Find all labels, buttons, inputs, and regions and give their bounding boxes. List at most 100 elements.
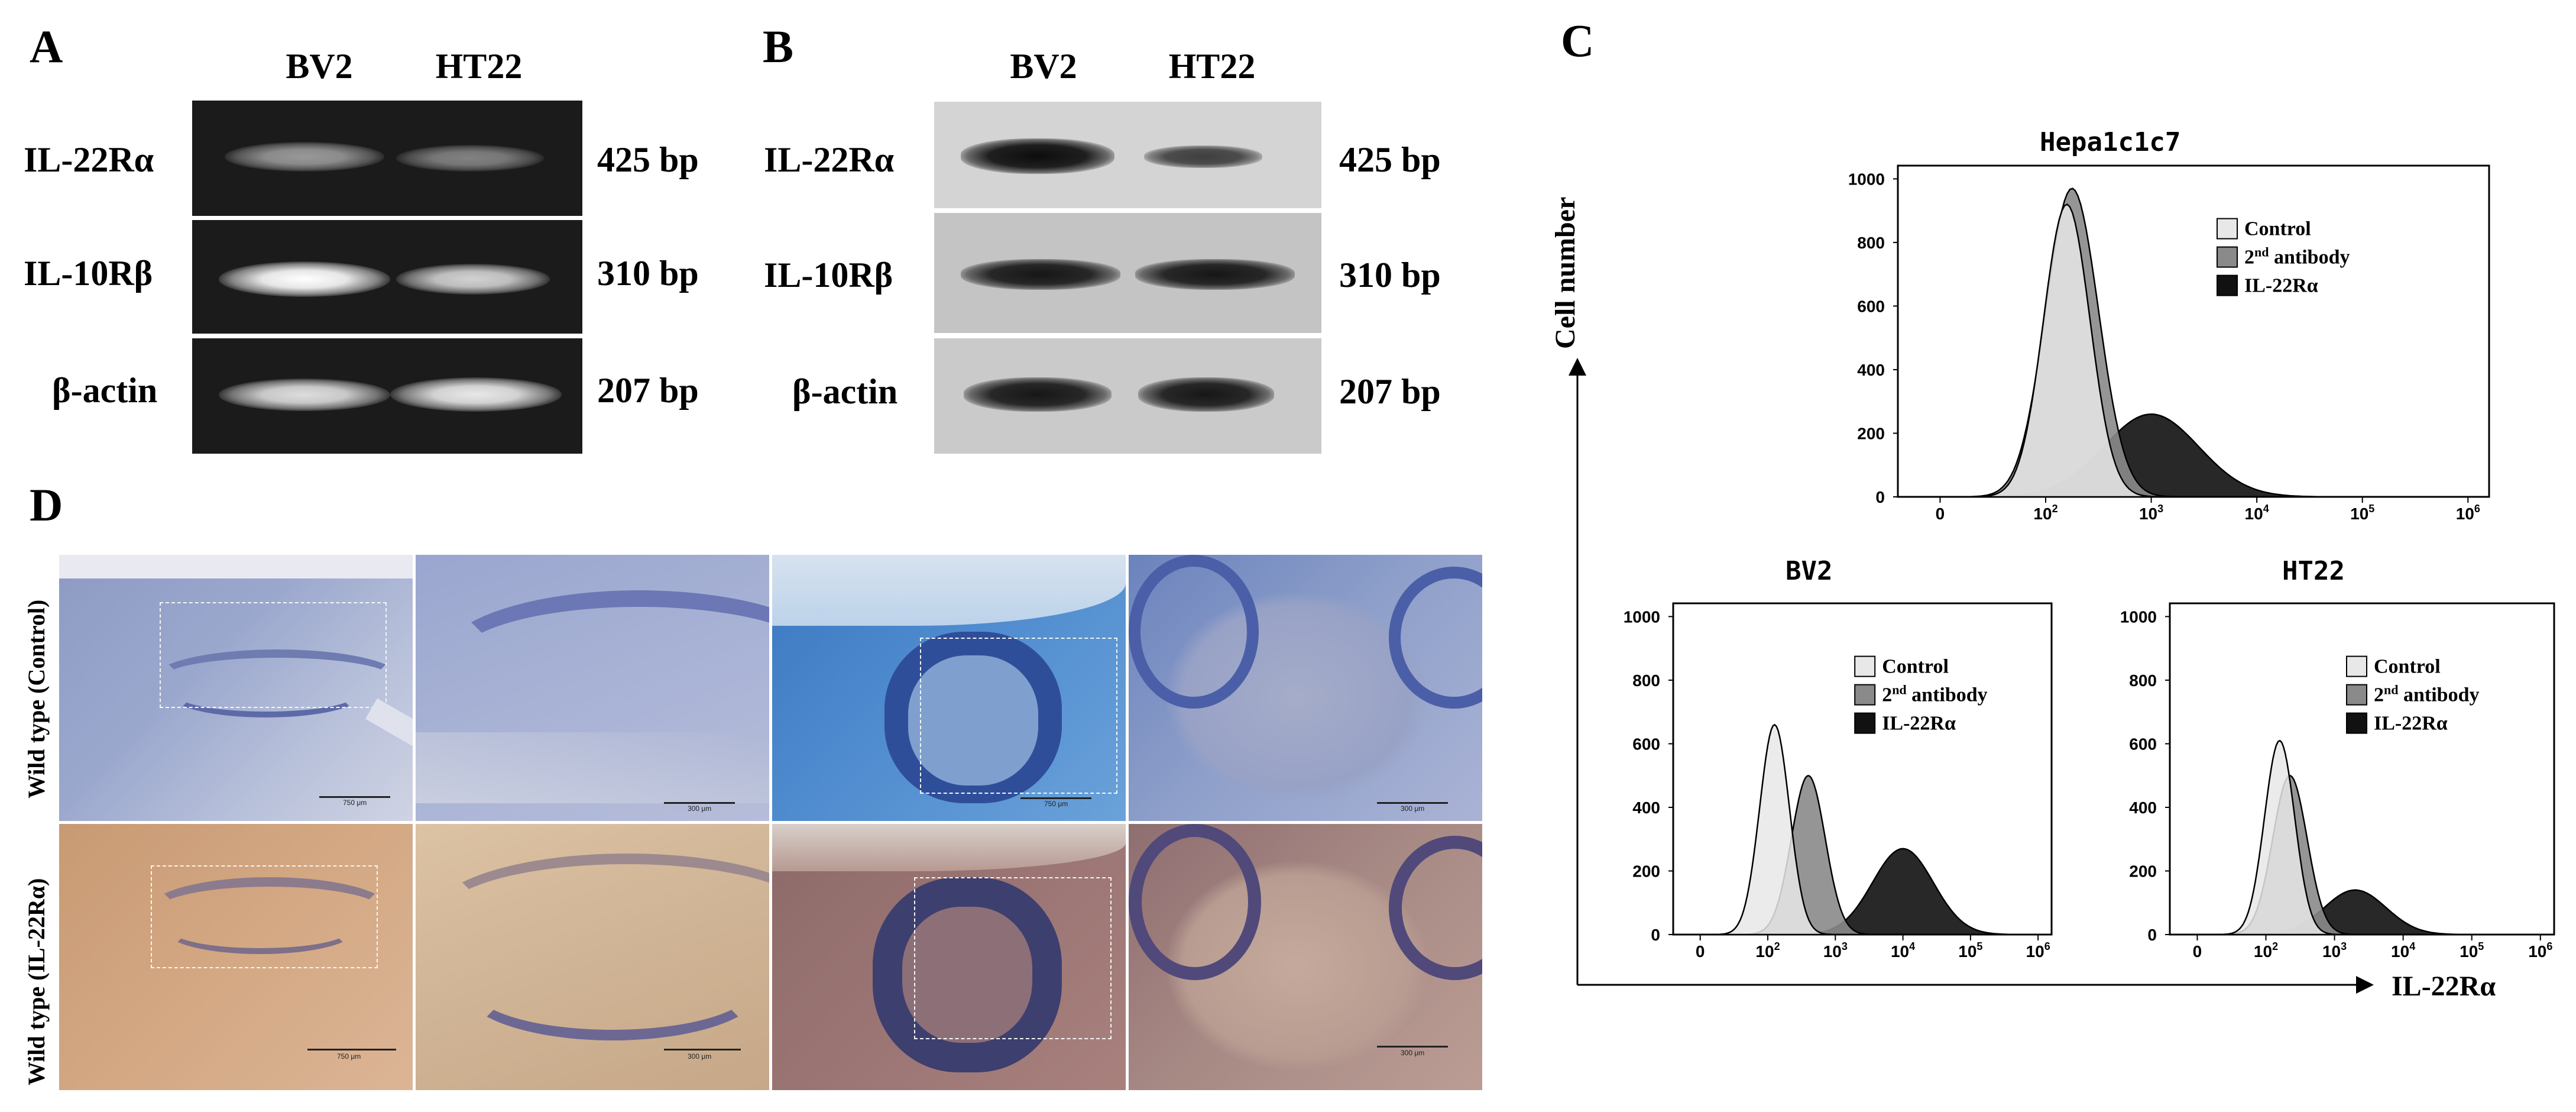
flow-title-ht22: HT22: [2282, 556, 2345, 586]
panel-b-gene-bactin: β-actin: [792, 372, 898, 411]
flow-xtick-0-2: 103: [2139, 503, 2163, 523]
panel-d-row-label-control: Wild type (Control): [23, 599, 50, 799]
flow-legend-swatch-0-0: [2217, 218, 2238, 240]
panel-a-gel-il10rb: [192, 220, 582, 334]
scale-bar-r1c2: 300 μm: [688, 804, 712, 813]
flow-plot-0: 1000 800 600 400 200 0 0 102 103 104 105 106 Control…: [1848, 164, 2490, 523]
scale-bar-r2c1: 750 μm: [337, 1052, 361, 1061]
histology-hippocampus-control-overview: 750 μm: [59, 555, 413, 821]
flow-legend-label-1-2: IL-22Rα: [1882, 713, 1956, 735]
panel-a-band-bactin-ht22: [390, 377, 562, 412]
flow-ytick-2-2: 600: [2129, 735, 2157, 753]
flow-legend-swatch-2-1: [2346, 684, 2367, 706]
flow-ytick-0-0: 1000: [1848, 170, 1885, 188]
flow-legend-label-1-0: Control: [1882, 656, 1949, 678]
flow-xtick-0-1: 102: [2033, 503, 2057, 523]
panel-b-band-il22ra-ht22: [1144, 146, 1262, 168]
panel-a-size-bactin: 207 bp: [597, 371, 699, 410]
flow-title-hepa: Hepa1c1c7: [2040, 127, 2181, 157]
panel-c-letter: C: [1561, 15, 1595, 66]
panel-a-band-il22ra-bv2: [225, 142, 384, 172]
flow-xtick-2-0: 0: [2193, 942, 2202, 961]
panel-a-size-il10rb: 310 bp: [597, 254, 699, 293]
flow-xtick-1-2: 103: [1823, 940, 1848, 961]
panel-b-band-bactin-ht22: [1138, 377, 1274, 412]
histology-hippocampus-il22ra-overview: 750 μm: [59, 824, 413, 1090]
panel-a-gene-bactin: β-actin: [52, 371, 158, 410]
panel-c-y-axis-label: Cell number: [1550, 196, 1581, 349]
flow-ytick-1-0: 1000: [1624, 607, 1660, 626]
panel-a-gene-il22ra: IL-22Rα: [24, 140, 154, 179]
flow-plot-1: 1000 800 600 400 200 0 0 102 103 104 105 106 Control…: [1624, 602, 2053, 961]
flow-legend-swatch-1-0: [1854, 655, 1876, 677]
panel-b-band-bactin-bv2: [964, 377, 1112, 412]
flow-legend-swatch-2-0: [2346, 655, 2367, 677]
flow-legend-swatch-1-2: [1854, 712, 1876, 734]
scale-bar-r2c4: 300 μm: [1401, 1049, 1425, 1057]
flow-xtick-1-5: 106: [2026, 940, 2050, 961]
flow-xtick-1-1: 102: [1755, 940, 1780, 961]
flow-legend-swatch-0-2: [2217, 274, 2238, 296]
flow-ytick-2-1: 800: [2129, 671, 2157, 690]
flow-frame-2: [2169, 602, 2555, 936]
flow-legend-label-0-0: Control: [2244, 218, 2311, 240]
flow-legend-swatch-2-2: [2346, 712, 2367, 734]
histology-hippocampus-il22ra-zoom: 300 μm: [416, 824, 769, 1090]
panel-a-letter: A: [30, 21, 63, 72]
flow-ytick-0-5: 0: [1875, 488, 1885, 506]
panel-b-size-bactin: 207 bp: [1339, 372, 1441, 411]
histology-cerebellum-il22ra-overview: [772, 824, 1126, 1090]
flow-xtick-1-3: 104: [1891, 940, 1915, 961]
flow-legend-swatch-1-1: [1854, 684, 1876, 706]
panel-a-band-il10rb-bv2: [219, 261, 390, 297]
flow-xtick-0-0: 0: [1936, 505, 1945, 523]
flow-ytick-1-2: 600: [1632, 735, 1660, 753]
panel-a-lane-ht22: HT22: [435, 47, 523, 86]
flow-ytick-2-0: 1000: [2120, 607, 2157, 626]
flow-ytick-2-4: 200: [2129, 862, 2157, 880]
flow-ytick-1-4: 200: [1632, 862, 1660, 880]
panel-b-blot-bactin: [934, 338, 1321, 454]
flow-ytick-1-1: 800: [1632, 671, 1660, 690]
flow-xtick-0-4: 105: [2350, 503, 2374, 523]
flow-ytick-0-2: 600: [1857, 297, 1885, 315]
flow-ytick-1-3: 400: [1632, 799, 1660, 817]
flow-ytick-2-5: 0: [2147, 926, 2157, 944]
flow-legend-label-0-1: 2nd antibody: [2244, 245, 2350, 269]
flow-legend-label-1-1: 2nd antibody: [1882, 683, 1987, 706]
panel-b-blot-il22ra: [934, 102, 1321, 208]
panel-a-gel-il22ra: [192, 101, 582, 216]
panel-b-blot-il10rb: [934, 213, 1321, 333]
flow-legend-label-2-0: Control: [2374, 656, 2441, 678]
scale-bar-r1c4: 300 μm: [1401, 804, 1425, 813]
scale-bar-r1c3: 750 μm: [1044, 800, 1068, 808]
panel-b-lane-bv2: BV2: [1010, 47, 1077, 86]
panel-b-size-il10rb: 310 bp: [1339, 256, 1441, 295]
flow-ytick-1-5: 0: [1651, 926, 1660, 944]
histology-cerebellum-control-overview: 750 μm: [772, 555, 1126, 821]
flow-series-1-control: [1673, 723, 2052, 936]
flow-xtick-0-3: 104: [2245, 503, 2269, 523]
flow-xtick-1-0: 0: [1696, 942, 1705, 961]
scale-bar-r1c1: 750 μm: [343, 799, 367, 807]
panel-a-gene-il10rb: IL-10Rβ: [24, 254, 153, 293]
panel-d-letter: D: [30, 479, 63, 531]
panel-b-band-il22ra-bv2: [961, 138, 1114, 174]
flow-legend-label-0-2: IL-22Rα: [2244, 275, 2318, 297]
flow-xtick-2-1: 102: [2254, 940, 2278, 961]
histology-hippocampus-control-zoom: 300 μm: [416, 555, 769, 821]
flow-xtick-2-5: 106: [2528, 940, 2552, 961]
flow-plot-2: 1000 800 600 400 200 0 0 102 103 104 105 106 Control…: [2120, 602, 2555, 961]
flow-series-1-il-22r-: [1673, 848, 2052, 936]
scale-bar-r2c2: 300 μm: [688, 1052, 712, 1061]
panel-d-row-label-il22ra: Wild type (IL-22Rα): [23, 878, 50, 1086]
panel-a-lane-bv2: BV2: [286, 47, 353, 86]
flow-xtick-2-3: 104: [2391, 940, 2415, 961]
flow-series-0-il-22r-: [1898, 413, 2489, 498]
panel-b-lane-ht22: HT22: [1168, 47, 1256, 86]
histology-cerebellum-il22ra-zoom: 300 μm: [1129, 824, 1482, 1090]
flow-series-0-control: [1898, 203, 2489, 498]
panel-a-band-il22ra-ht22: [396, 145, 544, 172]
panel-b-gene-il10rb: IL-10Rβ: [764, 256, 893, 295]
flow-ytick-0-4: 200: [1857, 424, 1885, 442]
